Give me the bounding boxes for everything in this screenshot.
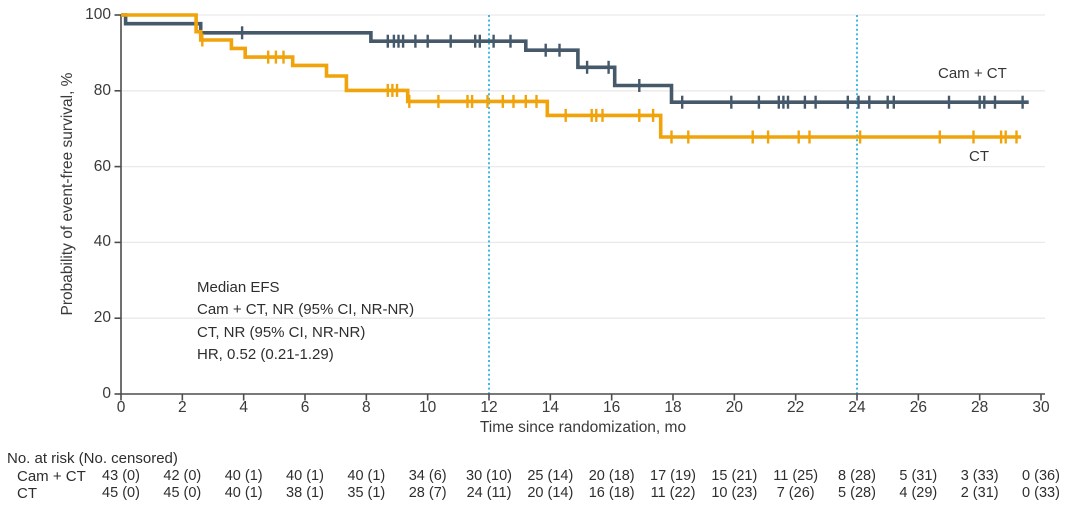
x-tick-label-10: 10 bbox=[419, 399, 437, 416]
x-tick-label-14: 14 bbox=[541, 399, 559, 416]
y-tick-label-40: 40 bbox=[93, 233, 111, 251]
risk-row-label-ct: CT bbox=[17, 485, 37, 502]
risk-cell: 45 (0) bbox=[102, 485, 140, 501]
risk-cell: 5 (28) bbox=[838, 485, 876, 501]
risk-cell: 11 (25) bbox=[773, 468, 819, 484]
risk-cell: 40 (1) bbox=[224, 485, 263, 501]
x-tick-label-12: 12 bbox=[480, 399, 498, 416]
x-tick-label-24: 24 bbox=[848, 399, 866, 416]
risk-cell: 17 (19) bbox=[650, 468, 696, 484]
x-tick-label-18: 18 bbox=[664, 399, 682, 416]
x-tick-label-8: 8 bbox=[362, 399, 371, 416]
risk-cell: 0 (36) bbox=[1022, 468, 1060, 484]
x-tick-label-0: 0 bbox=[116, 399, 126, 416]
x-axis-title: Time since randomization, mo bbox=[479, 419, 687, 436]
y-tick-label-60: 60 bbox=[93, 157, 111, 175]
risk-cell: 38 (1) bbox=[286, 485, 324, 501]
km-curve-cam-ct bbox=[121, 13, 1029, 104]
risk-cell: 43 (0) bbox=[102, 468, 140, 484]
x-tick-label-16: 16 bbox=[603, 399, 621, 416]
risk-cell: 35 (1) bbox=[347, 485, 386, 501]
median-efs-annotation: Median EFS Cam + CT, NR (95% CI, NR-NR) … bbox=[197, 277, 414, 366]
annotation-line-median: Median EFS bbox=[197, 279, 280, 296]
y-tick-label-80: 80 bbox=[93, 81, 111, 99]
y-tick-label-0: 0 bbox=[102, 385, 111, 402]
curve-label-cam-ct: Cam + CT bbox=[938, 65, 1007, 82]
x-tick-label-4: 4 bbox=[239, 399, 248, 416]
risk-cell: 25 (14) bbox=[527, 468, 574, 484]
risk-cell: 20 (18) bbox=[588, 468, 635, 484]
risk-cell: 28 (7) bbox=[408, 485, 447, 501]
x-tick-label-26: 26 bbox=[909, 399, 927, 416]
risk-cell: 30 (10) bbox=[466, 468, 512, 484]
risk-cell: 11 (22) bbox=[650, 485, 696, 501]
risk-cell: 2 (31) bbox=[960, 485, 999, 501]
risk-cell: 7 (26) bbox=[776, 485, 815, 501]
risk-cell: 0 (33) bbox=[1022, 485, 1060, 501]
risk-cell: 4 (29) bbox=[899, 485, 938, 501]
risk-row-label-cam-ct: Cam + CT bbox=[17, 468, 86, 485]
x-tick-label-6: 6 bbox=[300, 399, 310, 416]
risk-cell: 40 (1) bbox=[224, 468, 263, 484]
risk-cell: 40 (1) bbox=[347, 468, 386, 484]
annotation-line-cam-ct: Cam + CT, NR (95% CI, NR-NR) bbox=[197, 301, 415, 319]
risk-cell: 45 (0) bbox=[163, 485, 202, 501]
risk-cell: 15 (21) bbox=[711, 468, 758, 484]
x-tick-label-20: 20 bbox=[725, 399, 743, 416]
risk-cell: 42 (0) bbox=[163, 468, 202, 484]
annotation-line-ct: CT, NR (95% CI, NR-NR) bbox=[197, 323, 366, 341]
risk-cell: 3 (33) bbox=[960, 468, 999, 484]
curve-label-ct: CT bbox=[969, 148, 989, 165]
risk-cell: 10 (23) bbox=[711, 485, 758, 501]
risk-cell: 20 (14) bbox=[527, 485, 574, 501]
y-tick-label-100: 100 bbox=[85, 6, 111, 23]
x-tick-label-30: 30 bbox=[1032, 399, 1050, 416]
x-tick-label-28: 28 bbox=[971, 399, 989, 416]
risk-cell: 34 (6) bbox=[408, 468, 447, 484]
y-tick-label-20: 20 bbox=[93, 309, 111, 327]
risk-cell: 5 (31) bbox=[899, 468, 938, 484]
annotation-line-hr: HR, 0.52 (0.21-1.29) bbox=[197, 345, 334, 363]
risk-cell: 40 (1) bbox=[286, 468, 324, 484]
x-tick-label-22: 22 bbox=[787, 399, 805, 416]
risk-cell: 24 (11) bbox=[466, 485, 512, 501]
risk-table-header: No. at risk (No. censored) bbox=[7, 450, 178, 467]
km-curve-ct bbox=[121, 13, 1022, 139]
risk-cell: 8 (28) bbox=[838, 468, 876, 484]
x-tick-label-2: 2 bbox=[178, 399, 187, 416]
risk-cell: 16 (18) bbox=[588, 485, 635, 501]
